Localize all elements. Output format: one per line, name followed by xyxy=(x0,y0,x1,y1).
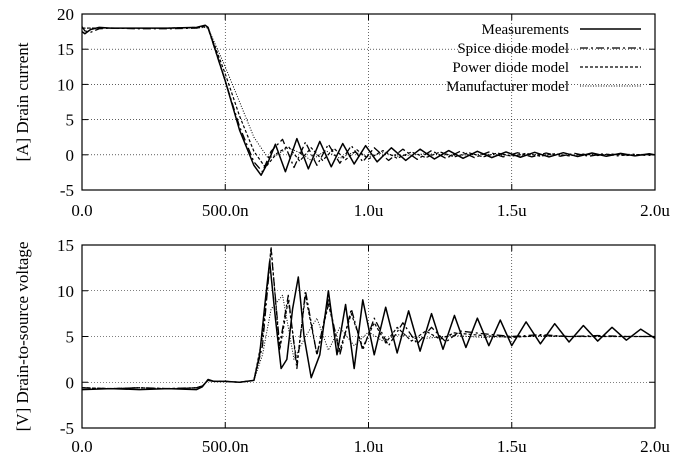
x-tick-label: 1.5u xyxy=(497,437,527,456)
y-tick-label: 10 xyxy=(57,75,74,94)
y-tick-label: 0 xyxy=(66,146,75,165)
legend-label: Manufacturer model xyxy=(446,79,569,95)
y-tick-label: 5 xyxy=(66,111,75,130)
x-tick-label: 1.0u xyxy=(354,437,384,456)
series-line-manufacturer-model xyxy=(82,26,655,161)
series-line-power-diode-model xyxy=(81,246,655,390)
panel-drain-source-voltage: 0.0 500.0n 1.0u 1.5u 2.0u -5 0 5 10 15 [V] Drain-t… xyxy=(13,236,670,456)
y-tick-label: -5 xyxy=(60,419,74,438)
y-tick-label: 10 xyxy=(57,282,74,301)
legend-label: Measurements xyxy=(482,22,570,38)
legend-label: Power diode model xyxy=(452,60,569,76)
series-line-measurements xyxy=(81,260,656,391)
x-tick-label: 1.0u xyxy=(354,201,384,220)
x-tick-label: 500.0n xyxy=(202,437,249,456)
x-tick-label: 2.0u xyxy=(640,201,670,220)
y-tick-label: 15 xyxy=(57,236,74,255)
x-tick-label: 0.0 xyxy=(71,437,92,456)
y-tick-label: -5 xyxy=(60,181,74,200)
panel-drain-current: 0.0 500.0n 1.0u 1.5u 2.0u -5 0 5 10 15 20 [A] Drain… xyxy=(13,5,670,220)
y-tick-label: 20 xyxy=(57,5,74,24)
y-tick-label: 15 xyxy=(57,40,74,59)
legend-label: Spice diode model xyxy=(457,41,569,57)
x-tick-label: 500.0n xyxy=(202,201,249,220)
legend: Measurements Spice diode model Power diode… xyxy=(446,22,641,95)
series-line-manufacturer-model xyxy=(81,294,655,390)
x-tick-label: 0.0 xyxy=(71,201,92,220)
series-line-power-diode-model xyxy=(82,26,656,169)
y-tick-label: 0 xyxy=(66,373,75,392)
x-tick-label: 2.0u xyxy=(640,437,670,456)
y-axis-title: [V] Drain-to-source voltage xyxy=(13,242,32,432)
y-tick-label: 5 xyxy=(66,328,75,347)
y-axis-title: [A] Drain current xyxy=(13,42,32,161)
x-tick-label: 1.5u xyxy=(497,201,527,220)
series-line-spice-diode-model xyxy=(81,248,655,390)
